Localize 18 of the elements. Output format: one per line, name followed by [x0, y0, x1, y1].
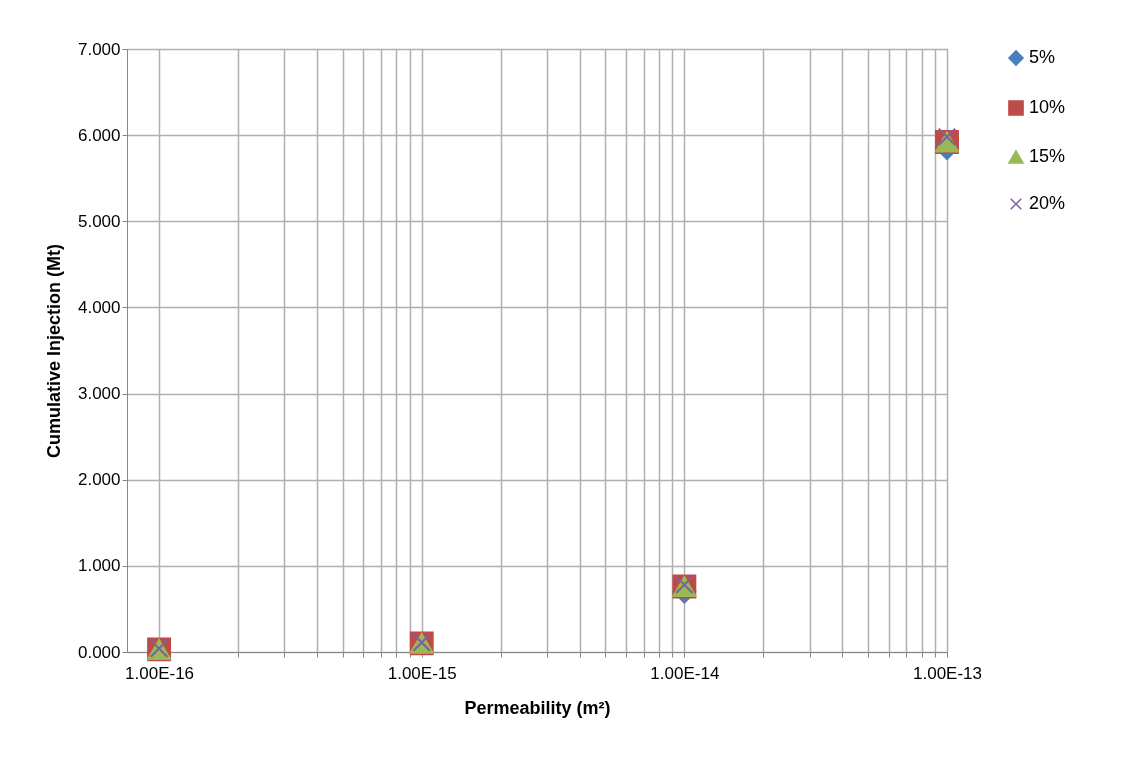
x-tick-label: 1.00E-15: [387, 663, 457, 683]
legend-label: 5%: [1029, 47, 1056, 67]
x-tick-label: 1.00E-14: [650, 663, 720, 683]
legend-label: 10%: [1029, 97, 1066, 117]
legend-label: 20%: [1029, 193, 1066, 213]
x-tick-label: 1.00E-16: [125, 663, 195, 683]
y-tick-label: 5.000: [77, 211, 121, 231]
y-tick-label: 3.000: [77, 384, 121, 404]
y-tick-label: 7.000: [77, 39, 121, 59]
y-tick-label: 0.000: [77, 642, 121, 662]
y-tick-label: 1.000: [77, 556, 121, 576]
legend-label: 15%: [1029, 146, 1066, 166]
y-tick-label: 4.000: [77, 297, 121, 317]
y-tick-label: 6.000: [77, 125, 121, 145]
y-axis-title: Cumulative Injection (Mt): [43, 243, 64, 459]
y-tick-label: 2.000: [77, 470, 121, 490]
x-tick-label: 1.00E-13: [913, 663, 982, 683]
x-axis-title: Permeability (m²): [464, 697, 611, 718]
